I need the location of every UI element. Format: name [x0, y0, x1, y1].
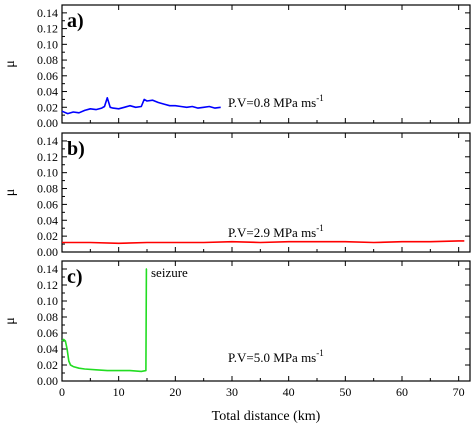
y-tick-label: 0.10 — [37, 166, 58, 180]
panels: 0.000.020.040.060.080.100.120.14μa)P.V=0… — [3, 4, 471, 424]
y-tick-label: 0.12 — [37, 278, 58, 292]
x-tick-label: 40 — [283, 385, 295, 399]
y-tick-label: 0.12 — [37, 22, 58, 36]
y-axis-label: μ — [3, 189, 18, 197]
x-axis-label: Total distance (km) — [212, 409, 321, 424]
series-line — [61, 268, 148, 373]
y-tick-label: 0.00 — [37, 245, 58, 259]
panel-label: a) — [67, 10, 84, 32]
panel-c: 0.00 0.02 0.04 0.06 0.08 0.10 0.12 0.14 0 10 20 30 4… — [3, 260, 471, 424]
y-tick-label: 0.10 — [37, 294, 58, 308]
panel-label: b) — [67, 138, 85, 160]
pv-annotation-text: P.V=5.0 MPa ms — [228, 350, 316, 365]
y-tick-label: 0.02 — [37, 358, 58, 372]
y-tick-label: 0.02 — [37, 100, 58, 114]
panel-a: 0.00 0.020.04 0.06 0.08 0.100.12 0.14 μ a) P.V=0… — [3, 4, 471, 130]
plot-frame — [61, 4, 471, 124]
pv-annotation-text: P.V=2.9 MPa ms — [228, 225, 316, 240]
x-tick-label: 0 — [59, 385, 65, 399]
pv-annotation-text: P.V=0.8 MPa ms — [228, 95, 316, 110]
x-tick-label: 20 — [169, 385, 181, 399]
plot-frame — [61, 132, 471, 253]
x-tick-label: 50 — [339, 385, 351, 399]
y-axis-label: μ — [3, 317, 18, 325]
y-tick-label: 0.06 — [37, 326, 58, 340]
pv-annotation: P.V=5.0 MPa ms-1 — [228, 348, 324, 365]
y-tick-label: 0.14 — [37, 6, 58, 20]
y-tick-label: 0.08 — [37, 182, 58, 196]
pv-annotation: P.V=0.8 MPa ms-1 — [228, 93, 324, 110]
y-tick-label: 0.04 — [37, 213, 58, 227]
y-tick-label: 0.06 — [37, 69, 58, 83]
x-tick-label: 70 — [453, 385, 465, 399]
y-tick-label: 0.04 — [37, 85, 58, 99]
pv-annotation-sup: -1 — [316, 93, 324, 103]
y-tick-label: 0.04 — [37, 342, 58, 356]
y-tick-label: 0.14 — [37, 134, 58, 148]
pv-annotation: P.V=2.9 MPa ms-1 — [228, 223, 324, 240]
y-tick-label: 0.08 — [37, 53, 58, 67]
y-tick-label: 0.00 — [37, 374, 58, 388]
x-tick-label: 30 — [226, 385, 238, 399]
y-tick-label: 0.06 — [37, 197, 58, 211]
y-tick-label: 0.00 — [37, 116, 58, 130]
y-tick-label: 0.12 — [37, 150, 58, 164]
pv-annotation-sup: -1 — [316, 223, 324, 233]
series-line — [61, 97, 221, 115]
x-tick-label: 10 — [113, 385, 125, 399]
y-tick-label: 0.02 — [37, 229, 58, 243]
pv-annotation-sup: -1 — [316, 348, 324, 358]
plot-frame — [61, 260, 471, 382]
seizure-label: seizure — [151, 265, 188, 280]
y-tick-label: 0.14 — [37, 262, 58, 276]
panel-label: c) — [67, 266, 83, 288]
y-tick-label: 0.08 — [37, 310, 58, 324]
x-tick-label: 60 — [396, 385, 408, 399]
y-axis-label: μ — [3, 60, 18, 68]
y-tick-label: 0.10 — [37, 37, 58, 51]
panel-b: 0.00 0.02 0.04 0.060.08 0.10 0.12 0.14 μ b) P.V=2… — [3, 132, 471, 259]
series-line — [62, 240, 465, 245]
